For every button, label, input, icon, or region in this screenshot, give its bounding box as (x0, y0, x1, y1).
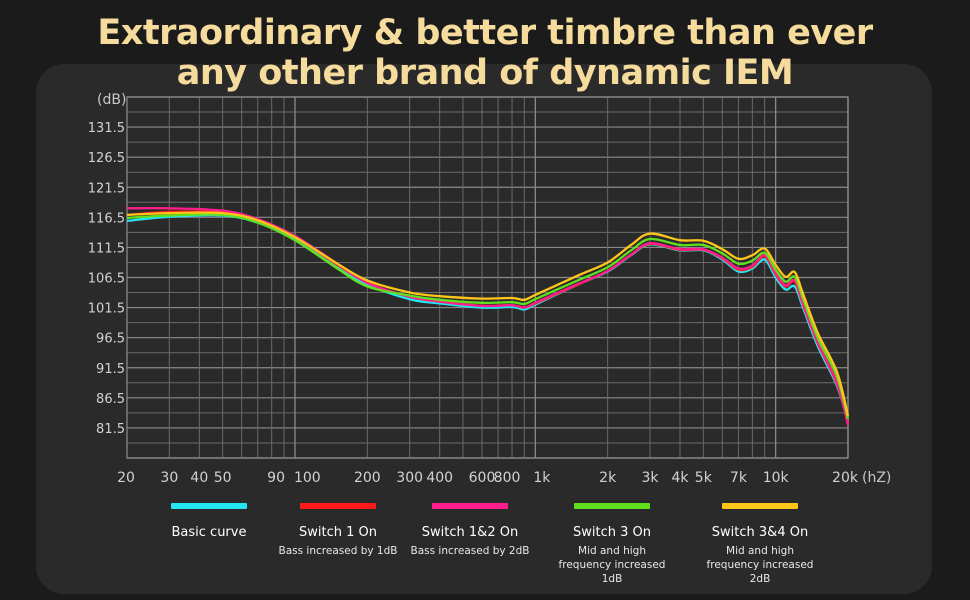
x-tick-label: 90 (267, 470, 285, 486)
legend-label: Switch 1 On (299, 525, 377, 540)
legend-item: Basic curve (134, 503, 284, 540)
x-tick-label: 400 (426, 470, 453, 486)
y-tick-label: 131.5 (88, 121, 125, 136)
legend-swatch (300, 503, 376, 509)
y-tick-label: 116.5 (88, 211, 125, 226)
legend-item: Switch 3 On Mid and high frequency increa… (537, 503, 687, 586)
y-tick-label: 106.5 (88, 272, 125, 287)
legend-label: Switch 3 On (573, 525, 651, 540)
x-tick-label: 300 (396, 470, 423, 486)
series-line-1 (126, 213, 850, 423)
legend-swatch (171, 503, 247, 509)
y-tick-label: 111.5 (88, 241, 125, 256)
legend-label: Basic curve (171, 525, 247, 540)
x-tick-label: 200 (354, 470, 381, 486)
legend-item: Switch 1 On Bass increased by 1dB (263, 503, 413, 558)
legend-label: Switch 1&2 On (421, 525, 519, 540)
legend-label: Switch 3&4 On (711, 525, 809, 540)
x-tick-label: 1k (533, 470, 551, 486)
headline-line-1: Extraordinary & better timbre than ever (97, 13, 873, 53)
y-tick-label: 96.5 (96, 332, 125, 347)
series-line-2 (126, 210, 850, 424)
x-tick-label: 3k (641, 470, 659, 486)
x-tick-label: 30 (160, 470, 178, 486)
y-tick-label: 126.5 (88, 151, 125, 166)
x-tick-label: 20k (832, 470, 859, 486)
x-tick-label: 600 (469, 470, 496, 486)
y-tick-label: 91.5 (96, 362, 125, 377)
series-line-5 (126, 211, 850, 417)
legend-item: Switch 1&2 On Bass increased by 2dB (395, 503, 545, 558)
legend-description: Mid and high frequency increased 2dB (706, 545, 814, 585)
y-tick-label: 101.5 (88, 302, 125, 317)
series-line-3 (126, 206, 850, 426)
x-tick-label: 100 (294, 470, 321, 486)
legend-description: Mid and high frequency increased 1dB (558, 545, 666, 585)
y-axis-unit-label: (dB) (97, 92, 126, 108)
headline-line-2: any other brand of dynamic IEM (176, 53, 794, 93)
legend-description: Bass increased by 1dB (278, 545, 398, 557)
plot-frame (126, 96, 849, 459)
chart-grid (126, 96, 849, 459)
y-tick-label: 81.5 (96, 422, 125, 437)
x-axis-unit-label: (hZ) (862, 470, 891, 486)
legend-item: Switch 3&4 On Mid and high frequency incr… (685, 503, 835, 586)
x-tick-label: 4k (672, 470, 690, 486)
series-line-4 (126, 213, 850, 420)
y-tick-label: 121.5 (88, 181, 125, 196)
legend-swatch (574, 503, 650, 509)
legend-description: Bass increased by 2dB (410, 545, 530, 557)
x-tick-label: 800 (494, 470, 521, 486)
x-tick-label: 50 (214, 470, 232, 486)
chart-series (126, 206, 850, 426)
x-tick-label: 5k (695, 470, 713, 486)
x-tick-label: 10k (763, 470, 790, 486)
x-tick-label: 40 (190, 470, 208, 486)
x-tick-label: 7k (730, 470, 748, 486)
legend-swatch (432, 503, 508, 509)
legend-swatch (722, 503, 798, 509)
y-axis-ticks: 131.5 126.5 121.5 116.5 111.5 106.5 101.5 96.5 9… (88, 121, 125, 437)
x-tick-label: 20 (117, 470, 135, 486)
y-tick-label: 86.5 (96, 392, 125, 407)
x-tick-label: 2k (599, 470, 617, 486)
